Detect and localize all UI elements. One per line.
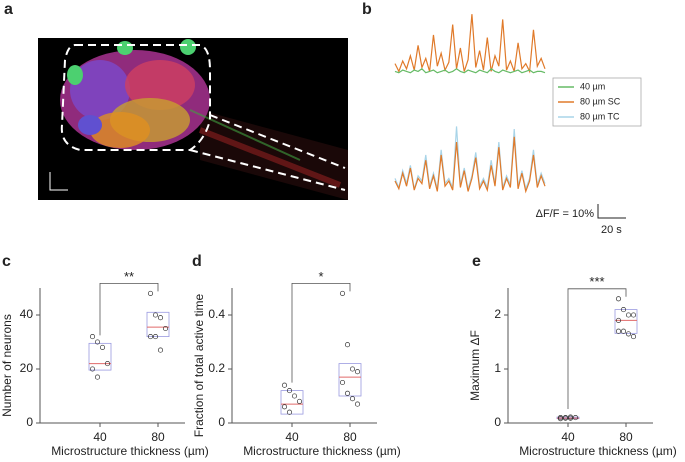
data-point [630,312,637,318]
data-point [354,369,361,375]
data-point [89,366,96,372]
y-tick-label: 0 [494,415,501,429]
significance-label: * [318,269,323,284]
data-point [162,325,169,332]
x-tick-label: 40 [285,430,299,444]
data-point [99,344,106,350]
data-point [339,379,346,386]
x-tick-label: 80 [619,430,633,444]
box [614,309,638,334]
scale-label: 20 s [601,224,622,236]
data-point [630,334,637,340]
data-point [152,312,159,318]
legend-label: 80 µm TC [580,111,620,121]
data-point [157,315,164,321]
legend-label: 40 µm [580,81,605,91]
trace [394,14,546,74]
x-tick-label: 80 [151,430,165,444]
data-point [562,415,569,421]
box [146,311,170,337]
trace [394,126,546,191]
data-point [94,374,101,380]
significance-bracket [99,283,159,336]
y-tick-label: 40 [20,307,34,321]
data-point [567,415,574,421]
data-point [89,334,96,340]
x-tick-label: 80 [343,430,357,444]
y-tick-label: 2 [494,307,501,321]
y-axis-label: Fraction of total active time [192,293,206,437]
data-point [94,339,101,345]
x-tick-label: 40 [93,430,107,444]
y-tick-label: 0.4 [208,307,225,321]
y-axis-label: Maximum ΔF [468,330,482,401]
data-point [281,382,288,388]
data-point [344,342,351,348]
data-point [157,347,164,353]
data-point [152,334,159,340]
panel-label: b [362,1,372,18]
scale-bar [597,204,626,219]
data-point [620,307,627,313]
panel-label: d [192,253,202,270]
data-point [615,328,622,334]
x-axis-label: Microstructure thickness (µm) [519,444,677,458]
y-tick-label: 0 [218,415,225,429]
panel-label: c [2,253,11,270]
y-tick-label: 0 [26,415,33,429]
data-point [281,404,288,410]
data-point [339,290,346,296]
data-point [349,396,356,402]
data-point [615,317,622,323]
data-point [296,398,303,404]
trace [394,136,546,194]
x-axis-label: Microstructure thickness (µm) [51,444,209,458]
trace [394,68,546,74]
y-axis-label: Number of neurons [0,314,14,417]
y-tick-label: 0.2 [208,361,225,375]
y-tick-label: 1 [494,361,501,375]
data-point [147,290,154,296]
scale-label: ΔF/F = 10% [536,208,595,220]
data-point [104,361,111,367]
box [338,363,362,397]
data-point [625,312,632,318]
data-point [291,393,298,399]
significance-bracket [291,283,351,383]
data-point [344,390,351,396]
significance-bracket [567,288,627,410]
data-point [147,334,154,340]
data-point [615,296,622,302]
y-tick-label: 20 [20,361,34,375]
microscopy-image [38,38,348,200]
x-axis-label: Microstructure thickness (µm) [243,444,401,458]
x-tick-label: 40 [561,430,575,444]
data-point [557,416,564,422]
data-point [354,401,361,407]
data-point [620,328,627,334]
panel-label: e [472,253,481,270]
legend-label: 80 µm SC [580,96,621,106]
panel-label: a [4,1,13,18]
data-point [349,366,356,372]
box [280,390,304,415]
significance-label: *** [589,274,604,289]
data-point [572,415,579,421]
data-point [625,331,632,337]
significance-label: ** [124,269,134,284]
box [88,342,112,371]
data-point [286,409,293,415]
data-point [286,388,293,394]
